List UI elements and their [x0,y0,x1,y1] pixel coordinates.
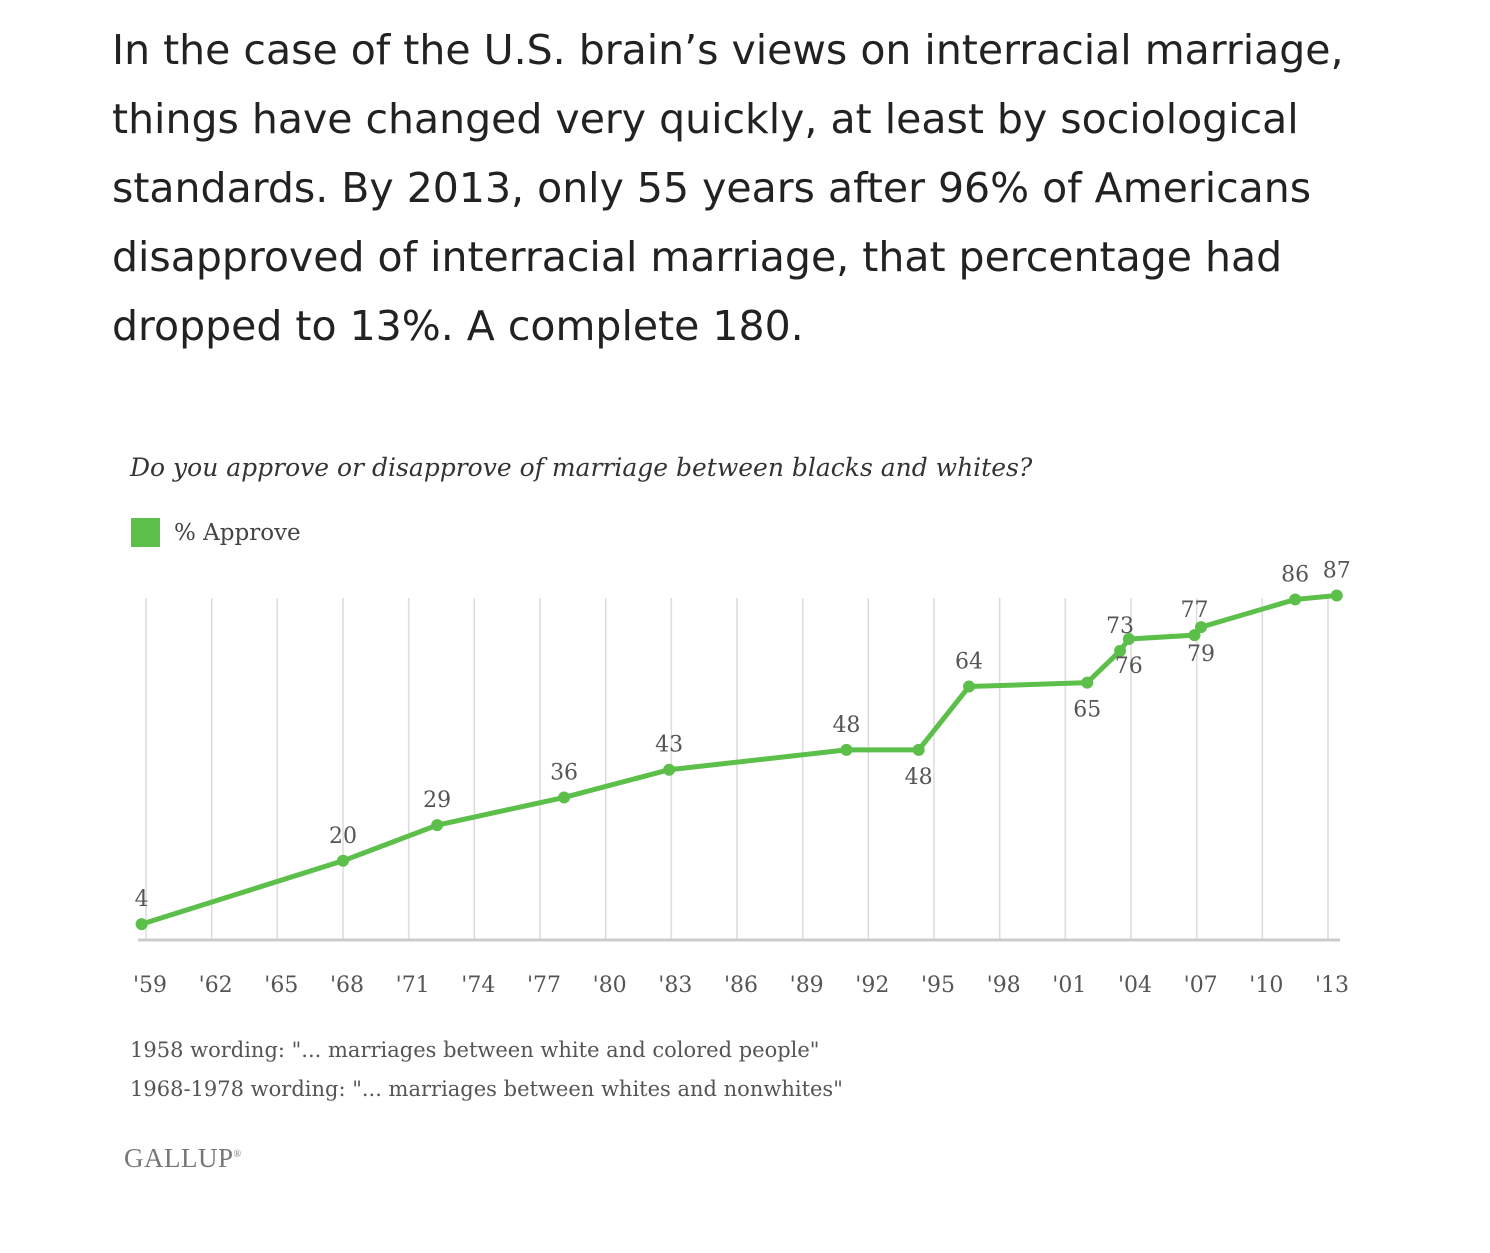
legend: % Approve [131,518,301,547]
data-label: 64 [955,650,983,675]
x-tick-label: '59 [133,973,167,998]
data-label: 86 [1281,562,1309,587]
data-point [1122,633,1135,646]
data-point [1289,593,1302,606]
data-point [840,743,853,756]
x-tick-label: '86 [724,973,758,998]
data-point [912,743,925,756]
x-tick-label: '62 [199,973,233,998]
data-point [558,791,571,804]
data-label: 48 [832,713,860,738]
data-label: 65 [1073,698,1101,723]
x-tick-label: '80 [593,973,627,998]
data-label: 20 [329,824,357,849]
x-tick-label: '13 [1315,973,1349,998]
data-point [963,680,976,693]
data-point [1330,589,1343,602]
legend-swatch [131,518,160,547]
data-label: 48 [905,765,933,790]
data-point [1195,621,1208,634]
registered-mark: ® [233,1149,242,1160]
data-point [337,854,349,867]
x-tick-label: '07 [1184,973,1218,998]
x-tick-label: '98 [987,973,1021,998]
data-label: 29 [423,788,451,813]
x-tick-label: '89 [790,973,824,998]
data-label: 79 [1187,642,1215,667]
data-point [135,918,148,931]
x-tick-label: '04 [1118,973,1152,998]
data-point [1114,644,1127,657]
x-tick-label: '71 [396,973,430,998]
chart-title: Do you approve or disapprove of marriage… [130,453,1033,482]
x-tick-label: '83 [658,973,692,998]
data-label: 36 [550,760,578,785]
x-tick-label: '68 [330,973,364,998]
legend-label: % Approve [174,519,301,546]
data-point [663,763,676,776]
data-label: 43 [655,733,683,758]
data-label: 4 [135,887,149,912]
data-point [431,819,444,832]
data-label: 87 [1323,558,1351,583]
x-tick-label: '95 [921,973,955,998]
data-point [1188,629,1201,642]
x-tick-label: '92 [855,973,889,998]
article-paragraph: In the case of the U.S. brain’s views on… [112,26,1344,350]
gallup-logo-text: GALLUP [124,1143,234,1173]
data-label: 77 [1180,598,1208,623]
x-tick-label: '65 [264,973,298,998]
wording-note-1968-1978: 1968-1978 wording: "... marriages betwee… [130,1077,843,1101]
wording-note-1958: 1958 wording: "... marriages between whi… [130,1038,820,1062]
gallup-logo: GALLUP® [124,1143,242,1174]
x-tick-label: '10 [1249,973,1283,998]
x-tick-label: '74 [461,973,495,998]
data-point [1081,676,1094,689]
data-label: 76 [1115,654,1143,679]
x-tick-label: '01 [1052,973,1086,998]
x-tick-label: '77 [527,973,561,998]
series-line [139,592,1340,927]
